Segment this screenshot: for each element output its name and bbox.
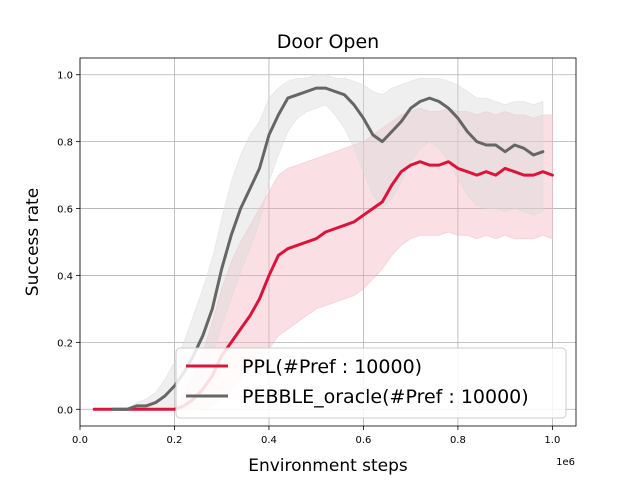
band-pebble-oracle-pref-10000 — [113, 74, 544, 410]
y-tick-label: 0.2 — [57, 338, 73, 349]
confidence-bands — [94, 74, 553, 410]
y-tick-label: 0.4 — [57, 271, 73, 282]
legend-frame — [175, 347, 567, 419]
x-tick-label: 0.6 — [355, 435, 371, 446]
x-tick-label: 0.8 — [450, 435, 466, 446]
legend: PPL(#Pref : 10000) PEBBLE_oracle(#Pref :… — [175, 347, 567, 419]
band-ppl-pref-10000 — [94, 107, 553, 410]
ticks: 0.0 0.2 0.4 0.6 0.8 1.0 0.0 0.2 0.4 0.6 0.8 1.0 — [57, 71, 560, 446]
y-tick-label: 0.8 — [57, 138, 73, 149]
y-axis-title: Success rate — [23, 188, 43, 296]
legend-label-ppl: PPL(#Pref : 10000) — [242, 356, 422, 378]
chart-title: Door Open — [277, 31, 379, 53]
x-axis-title: Environment steps — [248, 456, 408, 476]
y-tick-label: 0.6 — [57, 205, 73, 216]
x-axis-offset-label: 1e6 — [556, 457, 575, 468]
x-tick-label: 0.2 — [167, 435, 183, 446]
y-tick-label: 0.0 — [57, 405, 73, 416]
x-tick-label: 0.0 — [72, 435, 88, 446]
legend-label-pebble-oracle: PEBBLE_oracle(#Pref : 10000) — [242, 386, 529, 408]
y-tick-label: 1.0 — [57, 71, 73, 82]
x-tick-label: 0.4 — [261, 435, 277, 446]
plot-frame — [79, 57, 577, 427]
x-tick-label: 1.0 — [544, 435, 560, 446]
